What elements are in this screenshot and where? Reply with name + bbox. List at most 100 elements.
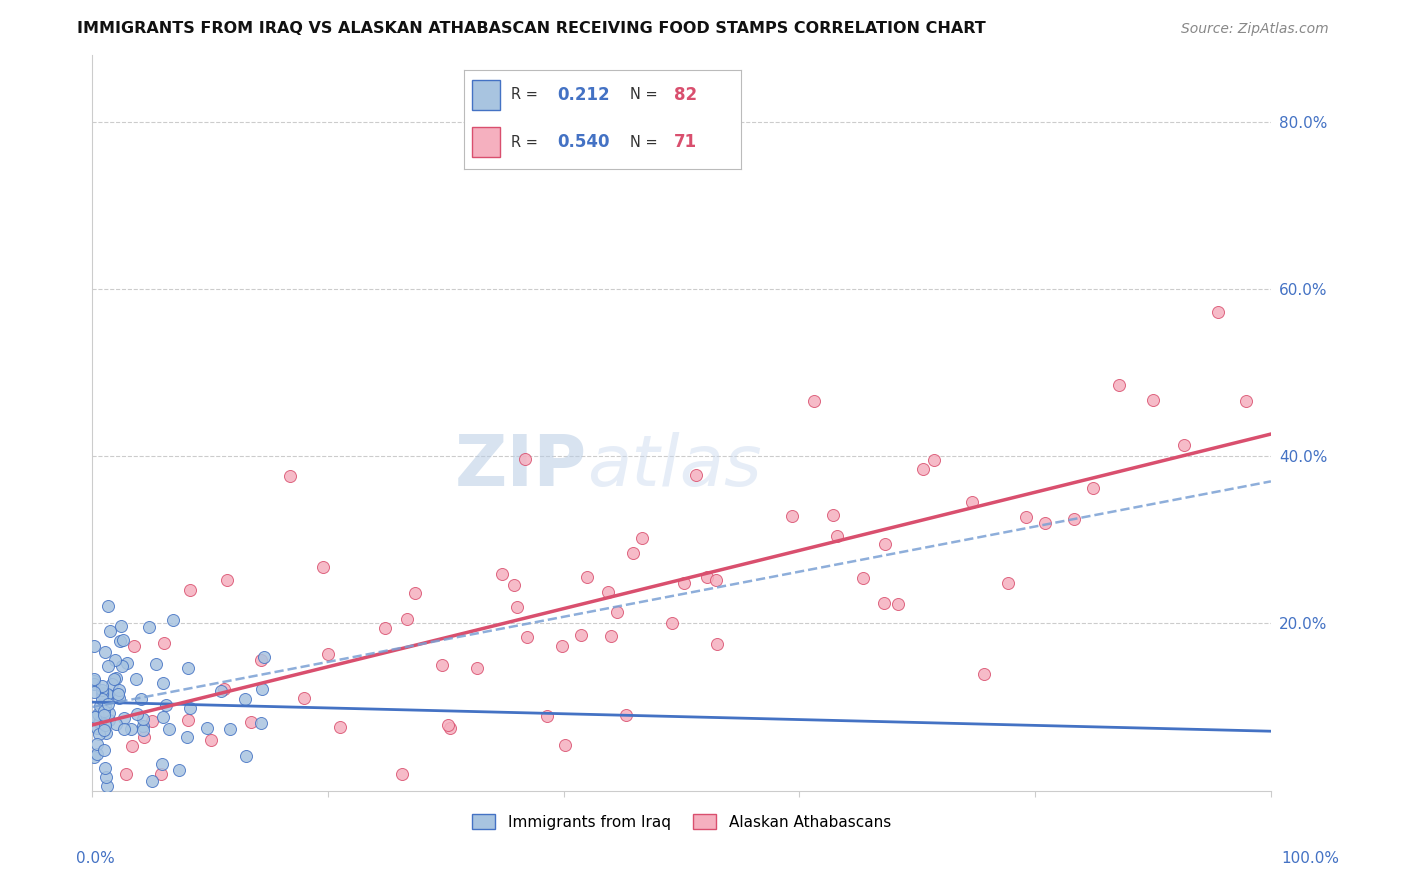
Point	[672, 576, 695, 591]
Point	[145, 657, 167, 671]
Point	[112, 722, 135, 736]
Point	[873, 596, 896, 610]
Point	[780, 509, 803, 524]
Point	[125, 672, 148, 686]
Point	[177, 713, 200, 727]
Point	[97, 698, 120, 712]
Point	[621, 546, 644, 560]
Point	[89, 715, 111, 730]
Point	[93, 699, 115, 714]
Point	[94, 761, 117, 775]
Point	[252, 682, 274, 697]
Point	[823, 508, 845, 522]
Point	[513, 451, 536, 466]
Point	[122, 639, 145, 653]
Point	[94, 770, 117, 784]
Point	[108, 633, 131, 648]
Point	[1063, 511, 1085, 525]
Point	[212, 682, 235, 697]
Point	[292, 690, 315, 705]
Point	[1173, 437, 1195, 451]
Point	[249, 716, 271, 731]
Point	[91, 679, 114, 693]
Legend: Immigrants from Iraq, Alaskan Athabascans: Immigrants from Iraq, Alaskan Athabascan…	[467, 808, 897, 836]
Point	[110, 619, 132, 633]
Point	[162, 614, 184, 628]
Point	[87, 707, 110, 722]
Point	[1033, 516, 1056, 530]
Point	[195, 722, 218, 736]
Point	[87, 715, 110, 730]
Point	[396, 612, 419, 626]
Point	[1108, 377, 1130, 392]
Point	[83, 672, 105, 686]
Point	[960, 495, 983, 509]
Point	[598, 584, 620, 599]
Point	[1142, 392, 1164, 407]
Point	[233, 692, 256, 706]
Point	[132, 719, 155, 733]
Point	[120, 723, 142, 737]
Point	[886, 598, 908, 612]
Point	[112, 632, 135, 647]
Text: ZIP: ZIP	[456, 433, 588, 501]
Point	[94, 726, 117, 740]
Point	[439, 721, 461, 735]
Point	[1014, 510, 1036, 524]
Point	[685, 468, 707, 483]
Point	[1206, 305, 1229, 319]
Point	[554, 738, 576, 752]
Point	[125, 706, 148, 721]
Point	[83, 677, 105, 691]
Point	[661, 616, 683, 631]
Point	[922, 453, 945, 467]
Point	[98, 706, 121, 721]
Point	[115, 657, 138, 671]
Point	[1234, 393, 1257, 408]
Point	[516, 630, 538, 644]
Point	[218, 722, 240, 736]
Point	[93, 743, 115, 757]
Point	[96, 689, 118, 703]
Point	[94, 645, 117, 659]
Point	[825, 529, 848, 543]
Point	[997, 575, 1019, 590]
Point	[96, 780, 118, 794]
Point	[430, 658, 453, 673]
Point	[253, 649, 276, 664]
Point	[93, 723, 115, 737]
Point	[437, 717, 460, 731]
Point	[132, 730, 155, 744]
Point	[98, 624, 121, 638]
Point	[391, 767, 413, 781]
Text: atlas: atlas	[588, 433, 762, 501]
Point	[169, 763, 191, 777]
Point	[104, 652, 127, 666]
Point	[606, 606, 628, 620]
Point	[250, 653, 273, 667]
Point	[90, 691, 112, 706]
Point	[91, 682, 114, 697]
Point	[506, 599, 529, 614]
Point	[873, 536, 896, 550]
Point	[149, 767, 172, 781]
Text: 0.0%: 0.0%	[76, 851, 115, 865]
Point	[107, 683, 129, 698]
Point	[83, 685, 105, 699]
Point	[91, 687, 114, 701]
Point	[94, 717, 117, 731]
Point	[152, 636, 174, 650]
Point	[96, 687, 118, 701]
Point	[614, 707, 637, 722]
Point	[569, 628, 592, 642]
Point	[575, 569, 598, 583]
Point	[91, 686, 114, 700]
Point	[215, 574, 238, 588]
Text: IMMIGRANTS FROM IRAQ VS ALASKAN ATHABASCAN RECEIVING FOOD STAMPS CORRELATION CHA: IMMIGRANTS FROM IRAQ VS ALASKAN ATHABASC…	[77, 21, 986, 36]
Point	[152, 676, 174, 690]
Point	[706, 637, 728, 651]
Point	[101, 677, 124, 691]
Point	[536, 708, 558, 723]
Point	[280, 469, 302, 483]
Point	[129, 692, 152, 706]
